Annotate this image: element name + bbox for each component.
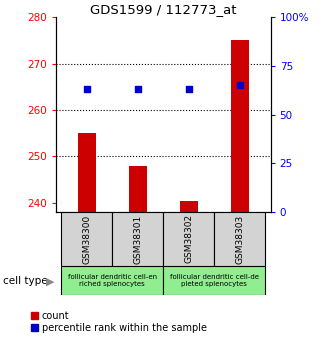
Legend: count, percentile rank within the sample: count, percentile rank within the sample xyxy=(31,311,207,333)
Text: GSM38300: GSM38300 xyxy=(82,214,91,264)
Bar xyxy=(163,266,266,295)
Title: GDS1599 / 112773_at: GDS1599 / 112773_at xyxy=(90,3,237,16)
Text: GSM38302: GSM38302 xyxy=(184,214,193,264)
Text: ▶: ▶ xyxy=(46,276,54,286)
Text: follicular dendritic cell-en
riched splenocytes: follicular dendritic cell-en riched sple… xyxy=(68,274,157,287)
Bar xyxy=(112,212,163,266)
Text: cell type: cell type xyxy=(3,276,48,286)
Bar xyxy=(78,133,96,212)
Point xyxy=(84,87,89,92)
Text: follicular dendritic cell-de
pleted splenocytes: follicular dendritic cell-de pleted sple… xyxy=(170,274,259,287)
Bar xyxy=(214,212,266,266)
Text: GSM38303: GSM38303 xyxy=(236,214,245,264)
Bar xyxy=(61,266,163,295)
Bar xyxy=(180,200,198,212)
Text: GSM38301: GSM38301 xyxy=(133,214,142,264)
Bar xyxy=(163,212,214,266)
Bar xyxy=(231,40,249,212)
Point xyxy=(237,83,243,88)
Bar xyxy=(129,166,147,212)
Point xyxy=(135,87,141,92)
Bar xyxy=(61,212,112,266)
Point xyxy=(186,87,191,92)
